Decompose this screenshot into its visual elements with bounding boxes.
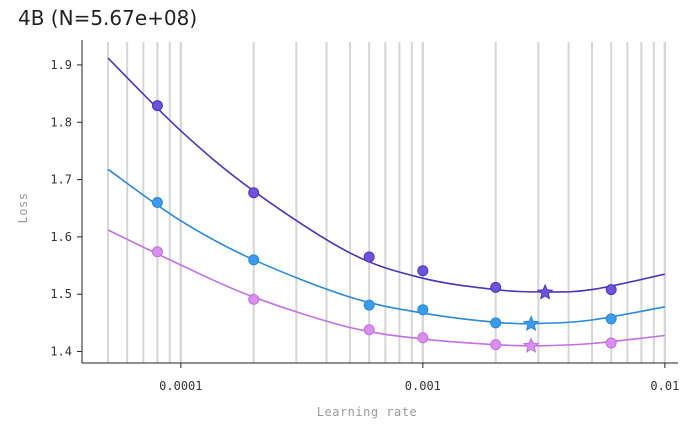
fit-curve-2 <box>107 168 665 325</box>
data-point <box>151 246 163 258</box>
data-point <box>490 281 502 293</box>
optimum-star-marker <box>522 336 540 353</box>
fit-curves <box>107 57 665 347</box>
data-point <box>248 254 260 266</box>
optimum-star-marker <box>522 315 540 332</box>
data-point <box>151 197 163 208</box>
data-point <box>151 100 163 112</box>
chart-title: 4B (N=5.67e+08) <box>18 6 198 30</box>
y-tick-label: 1.7 <box>50 173 72 187</box>
data-point <box>248 293 260 305</box>
grid-lines <box>107 42 667 363</box>
y-tick-label: 1.5 <box>50 287 72 301</box>
optimum-star-marker <box>536 283 554 300</box>
y-tick-label: 1.6 <box>50 230 72 244</box>
data-point <box>490 317 502 329</box>
data-point <box>417 304 429 316</box>
data-point <box>490 339 502 351</box>
y-tick-label: 1.4 <box>50 345 72 359</box>
data-point <box>417 332 429 344</box>
axes <box>77 40 678 368</box>
data-point <box>363 324 375 336</box>
y-tick-label: 1.8 <box>50 115 72 129</box>
data-point <box>248 187 260 199</box>
data-point <box>417 265 429 277</box>
x-tick-label: 0.0001 <box>159 379 202 393</box>
data-point <box>605 284 617 296</box>
data-point <box>605 313 617 325</box>
y-axis-title: Loss <box>16 193 30 224</box>
data-points <box>151 100 617 353</box>
fit-curve-1 <box>107 57 665 293</box>
x-tick-label: 0.01 <box>650 379 679 393</box>
x-tick-label: 0.001 <box>405 379 441 393</box>
data-point <box>363 299 375 311</box>
tick-labels: 1.4 1.5 1.6 1.7 1.8 1.9 0.0001 0.001 0.01 <box>50 58 679 393</box>
y-tick-label: 1.9 <box>50 58 72 72</box>
data-point <box>363 251 375 263</box>
data-point <box>605 337 617 349</box>
fit-curve-3 <box>107 229 665 347</box>
x-axis-title: Learning rate <box>317 405 417 419</box>
